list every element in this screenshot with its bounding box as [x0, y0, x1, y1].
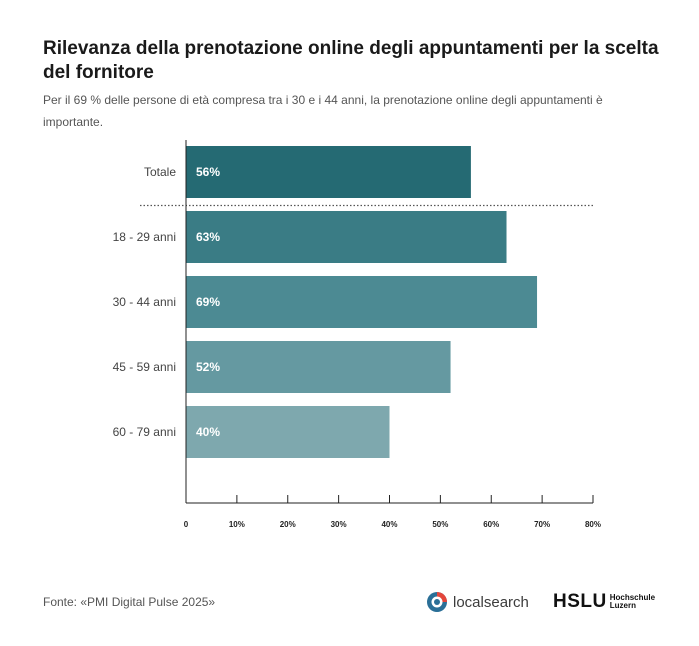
category-label: 18 - 29 anni: [113, 230, 176, 244]
bar: [186, 276, 538, 328]
x-tick-label: 80%: [585, 520, 601, 529]
category-label: 30 - 44 anni: [113, 295, 176, 309]
localsearch-logo: localsearch: [426, 590, 529, 614]
chart-title: Rilevanza della prenotazione online degl…: [43, 38, 659, 83]
bar: [186, 146, 471, 198]
localsearch-logo-icon: [427, 592, 447, 612]
x-tick-label: 0: [184, 520, 189, 529]
category-label: 60 - 79 anni: [113, 425, 176, 439]
category-label: 45 - 59 anni: [113, 360, 176, 374]
bar-data-label: 52%: [196, 360, 220, 374]
hslu-sub-line-2: Luzern: [609, 601, 636, 610]
category-label: Totale: [144, 165, 176, 179]
hslu-logo-text: HSLU: [553, 591, 607, 612]
hslu-logo: HSLU Hochschule Luzern: [553, 591, 655, 613]
bar-data-label: 63%: [196, 230, 220, 244]
x-tick-label: 20%: [280, 520, 296, 529]
x-tick-label: 60%: [483, 520, 499, 529]
bar-data-label: 69%: [196, 295, 220, 309]
x-tick-label: 70%: [534, 520, 550, 529]
x-tick-label: 40%: [381, 520, 397, 529]
x-tick-label: 50%: [432, 520, 448, 529]
x-tick-label: 10%: [229, 520, 245, 529]
x-tick-label: 30%: [331, 520, 347, 529]
hslu-logo-subtext: Hochschule Luzern: [610, 594, 655, 610]
bar-data-label: 56%: [196, 165, 220, 179]
localsearch-logo-text: localsearch: [453, 593, 529, 611]
hslu-sub-line-1: Hochschule: [609, 593, 656, 602]
bar: [186, 211, 507, 263]
bar: [186, 341, 451, 393]
bar-data-label: 40%: [196, 425, 220, 439]
bar: [186, 406, 390, 458]
source-note: Fonte: «PMI Digital Pulse 2025»: [43, 595, 216, 609]
chart-subtitle: Per il 69 % delle persone di età compres…: [43, 93, 603, 129]
